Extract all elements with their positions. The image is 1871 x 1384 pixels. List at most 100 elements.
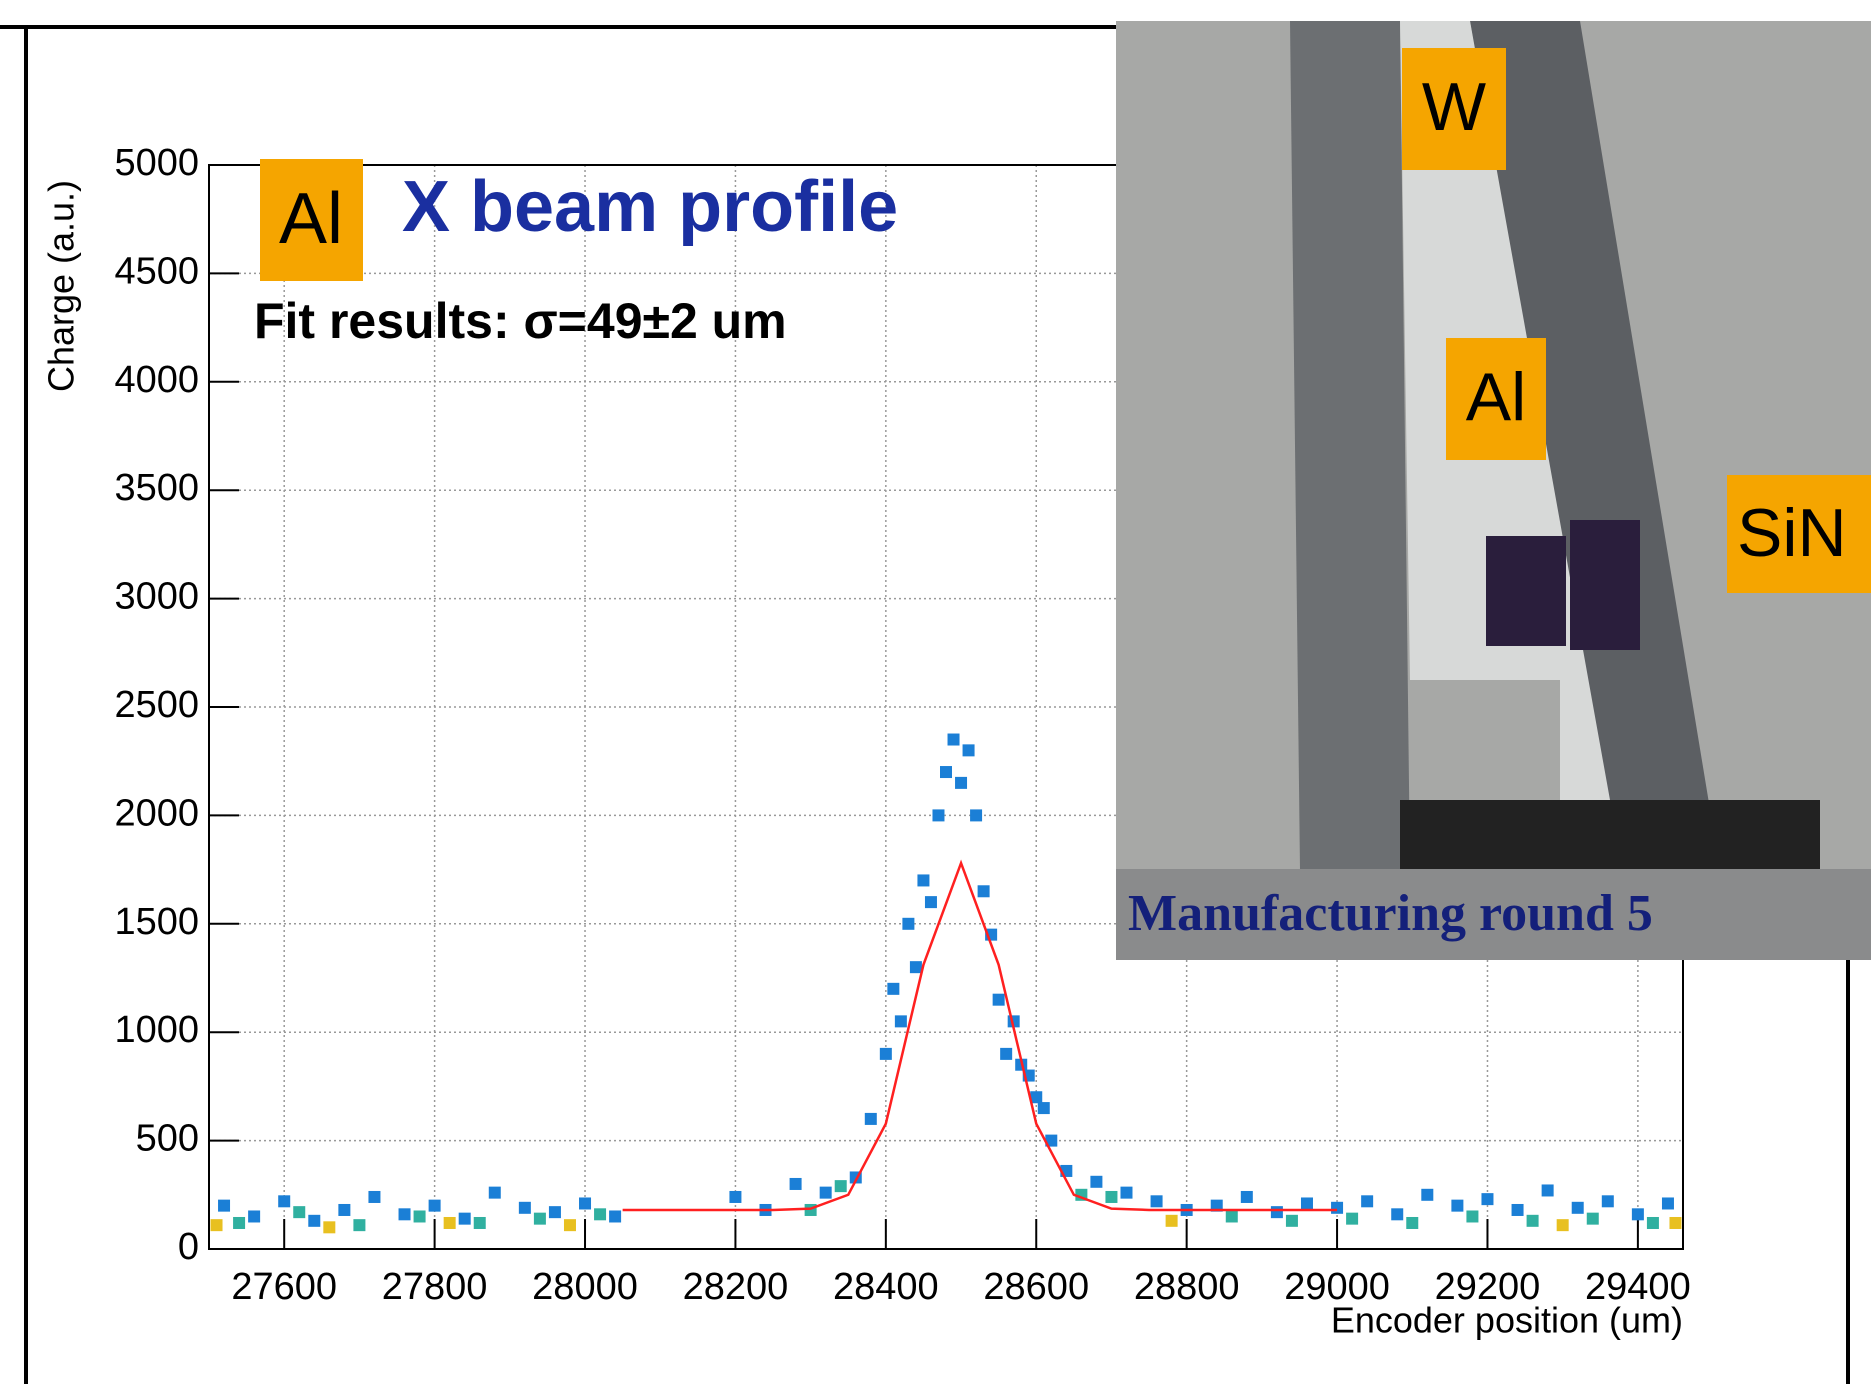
bin-cell (834, 1180, 847, 1193)
bin-cell (1090, 1175, 1103, 1188)
bin-cell (970, 809, 983, 822)
bin-cell (323, 1221, 336, 1234)
bin-cell (729, 1190, 742, 1203)
bin-cell (1466, 1210, 1479, 1223)
bin-cell (248, 1210, 261, 1223)
x-tick-label: 29000 (1284, 1266, 1390, 1308)
y-tick-label: 3500 (114, 467, 199, 509)
bin-cell (1481, 1193, 1494, 1206)
y-tick-label: 1500 (114, 901, 199, 943)
bin-cell (902, 917, 915, 930)
bin-cell (1150, 1195, 1163, 1208)
bin-cell (233, 1216, 246, 1229)
bin-cell (413, 1210, 426, 1223)
bin-cell (879, 1047, 892, 1060)
bin-cell (864, 1112, 877, 1125)
y-tick-label: 500 (136, 1118, 199, 1160)
chart-title: X beam profile (402, 167, 898, 247)
label-box (1727, 475, 1871, 593)
bin-cell (1000, 1047, 1013, 1060)
bin-cell (353, 1219, 366, 1232)
inset-label: W (1422, 69, 1486, 145)
bin-cell (594, 1208, 607, 1221)
sample (1570, 520, 1640, 650)
annotation: Fit results: σ=49±2 um (254, 293, 787, 349)
bin-cell (1669, 1216, 1682, 1229)
bin-cell (368, 1190, 381, 1203)
label-box (1402, 48, 1506, 170)
y-tick-label: 4500 (114, 250, 199, 292)
bin-cell (1037, 1102, 1050, 1115)
bin-cell (789, 1177, 802, 1190)
bin-cell (1045, 1134, 1058, 1147)
bin-cell (1661, 1197, 1674, 1210)
tag: Al (279, 179, 343, 259)
bin-cell (1646, 1216, 1659, 1229)
bin-cell (218, 1199, 231, 1212)
rail-left (1290, 21, 1410, 870)
inset-photo: W Al SiN Manufacturing round 5 (1116, 21, 1871, 960)
bin-cell (1421, 1188, 1434, 1201)
bin-cell (398, 1208, 411, 1221)
x-tick-label: 28600 (983, 1266, 1089, 1308)
bin-cell (428, 1199, 441, 1212)
bin-cell (579, 1197, 592, 1210)
bin-cell (308, 1214, 321, 1227)
bin-cell (548, 1206, 561, 1219)
inset-label: SiN (1737, 495, 1847, 571)
bin-cell (338, 1203, 351, 1216)
bin-cell (962, 744, 975, 757)
bin-cell (1391, 1208, 1404, 1221)
bin-cell (1300, 1197, 1313, 1210)
inset-label: Al (1466, 359, 1526, 435)
bin-cell (917, 874, 930, 887)
y-tick-label: 3000 (114, 576, 199, 618)
x-axis-label: Encoder position (um) (1331, 1300, 1683, 1341)
bin-cell (533, 1212, 546, 1225)
bin-cell (992, 993, 1005, 1006)
x-tick-label: 29200 (1435, 1266, 1541, 1308)
y-tick-label: 1000 (114, 1009, 199, 1051)
y-axis-label: Charge (a.u.) (41, 180, 82, 392)
bin-cell (1240, 1190, 1253, 1203)
y-tick-label: 0 (178, 1226, 199, 1268)
bin-cell (1331, 1201, 1344, 1214)
bin-cell (1361, 1195, 1374, 1208)
bin-cell (210, 1219, 223, 1232)
x-tick-label: 27600 (231, 1266, 337, 1308)
bin-cell (947, 733, 960, 746)
bin-cell (977, 885, 990, 898)
bin-cell (1526, 1214, 1539, 1227)
tag-box (260, 159, 363, 281)
y-tick-label: 4000 (114, 359, 199, 401)
bin-cell (488, 1186, 501, 1199)
bin-cell (1631, 1208, 1644, 1221)
bin-cell (887, 982, 900, 995)
bin-cell (1270, 1206, 1283, 1219)
bin-cell (1556, 1219, 1569, 1232)
bin-cell (518, 1201, 531, 1214)
bin-cell (1285, 1214, 1298, 1227)
bin-cell (1105, 1190, 1118, 1203)
bin-cell (1451, 1199, 1464, 1212)
bin-cell (1165, 1214, 1178, 1227)
bin-cell (924, 896, 937, 909)
bin-cell (894, 1015, 907, 1028)
bin-cell (1210, 1199, 1223, 1212)
bin-cell (1406, 1216, 1419, 1229)
bin-cell (1030, 1091, 1043, 1104)
inset-caption: Manufacturing round 5 (1128, 885, 1653, 942)
bin-cell (1586, 1212, 1599, 1225)
bin-cell (940, 766, 952, 779)
bin-cell (819, 1186, 832, 1199)
fit-curve (622, 859, 1338, 1212)
bin-cell (609, 1210, 622, 1223)
bin-cell (1511, 1203, 1524, 1216)
bin-cell (1225, 1210, 1238, 1223)
bin-cell (293, 1206, 306, 1219)
bin-cell (932, 809, 945, 822)
x-tick-label: 28800 (1134, 1266, 1240, 1308)
rail-right (1470, 21, 1720, 870)
bin-cell (1346, 1212, 1359, 1225)
